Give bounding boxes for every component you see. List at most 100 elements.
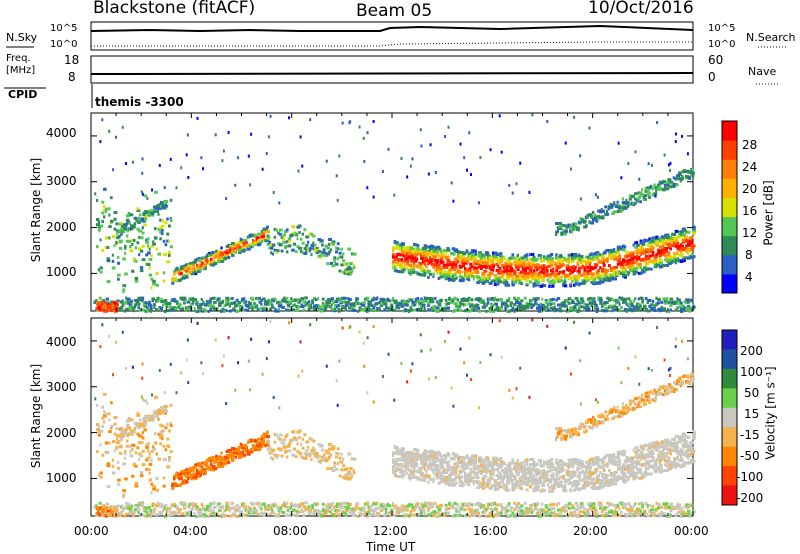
power-cell [485, 265, 488, 269]
power-cell [434, 254, 438, 258]
power-cell [622, 259, 626, 263]
velocity-cell [281, 510, 285, 514]
velocity-cell [411, 505, 416, 509]
velocity-cell [174, 504, 177, 508]
power-cell [291, 308, 296, 312]
power-cell [106, 259, 111, 263]
power-cell [683, 259, 686, 263]
power-cell [527, 271, 530, 275]
power-cell [168, 224, 171, 228]
power-cell [275, 228, 278, 232]
power-cell [630, 201, 634, 205]
power-cell [478, 251, 482, 255]
power-cell [599, 279, 602, 283]
power-cell [455, 304, 459, 308]
power-cell [411, 157, 414, 161]
power-cell [257, 236, 261, 240]
power-cell [485, 302, 488, 306]
power-cell [495, 253, 500, 257]
power-cell [574, 296, 579, 300]
power-cell [614, 257, 618, 261]
power-cell [96, 301, 100, 305]
power-cell [297, 299, 300, 303]
power-cell [585, 308, 589, 312]
power-cell [662, 187, 665, 191]
power-cell [229, 244, 232, 248]
power-cell [681, 170, 685, 174]
power-cell [520, 304, 524, 308]
power-cell [611, 309, 614, 313]
power-cell [330, 297, 335, 301]
power-cell [146, 306, 149, 310]
velocity-cell [161, 508, 165, 512]
power-cell [662, 297, 666, 301]
power-cell [294, 250, 298, 254]
power-cell [539, 270, 543, 274]
power-cell [419, 128, 422, 132]
power-cell [115, 241, 118, 245]
velocity-colorbar-tick: 200 [740, 344, 763, 358]
velocity-cell [126, 502, 131, 506]
velocity-cell [115, 427, 119, 431]
power-cell [418, 272, 422, 276]
velocity-cell [678, 510, 682, 514]
velocity-cell [497, 513, 501, 517]
power-cell [655, 190, 658, 194]
power-cell [669, 247, 672, 251]
power-cell [276, 309, 281, 313]
power-cell [246, 244, 249, 248]
power-cell [455, 263, 458, 267]
velocity-cell [660, 505, 664, 509]
power-cell [620, 264, 625, 268]
velocity-cell [641, 505, 644, 509]
velocity-cell [407, 503, 411, 507]
power-cell [511, 256, 514, 260]
power-cell [502, 269, 507, 273]
power-cell [632, 260, 636, 264]
velocity-colorbar-tick: 100 [740, 365, 763, 379]
power-cell [599, 296, 603, 300]
power-cell [609, 268, 614, 272]
power-cell [133, 305, 137, 309]
power-cell [488, 281, 493, 285]
velocity-cell [402, 514, 406, 518]
power-cell [520, 256, 523, 260]
power-cell [348, 299, 351, 303]
velocity-cell [260, 503, 264, 507]
power-cell [432, 272, 435, 276]
velocity-cell [166, 437, 170, 441]
power-cell [667, 178, 670, 182]
power-cell [360, 308, 364, 312]
power-cell [597, 281, 602, 285]
power-cell [397, 301, 400, 305]
velocity-cell [107, 507, 111, 511]
power-cell [576, 276, 579, 280]
power-cell [159, 230, 162, 234]
velocity-cell [555, 513, 559, 517]
power-cell [439, 253, 442, 257]
power-cell [644, 261, 648, 265]
power-cell [248, 300, 251, 304]
power-cell [293, 303, 296, 307]
power-cell [664, 242, 668, 246]
power-cell [129, 213, 134, 217]
power-cell [474, 251, 478, 255]
power-cell [411, 249, 415, 253]
velocity-cell [169, 510, 173, 514]
power-cell [485, 251, 489, 255]
velocity-cell [111, 513, 114, 517]
velocity-cell [108, 412, 111, 416]
power-cell [116, 229, 119, 233]
power-cell [609, 274, 614, 278]
power-cell [513, 278, 516, 282]
power-cell [434, 246, 438, 250]
velocity-cell [258, 501, 262, 505]
power-cell [416, 247, 420, 251]
power-cell [220, 257, 224, 261]
power-cell [669, 297, 674, 301]
power-cell [679, 178, 683, 182]
velocity-cell [138, 452, 142, 456]
velocity-cell [160, 502, 163, 506]
power-cell [676, 177, 680, 181]
power-cell [118, 240, 123, 244]
